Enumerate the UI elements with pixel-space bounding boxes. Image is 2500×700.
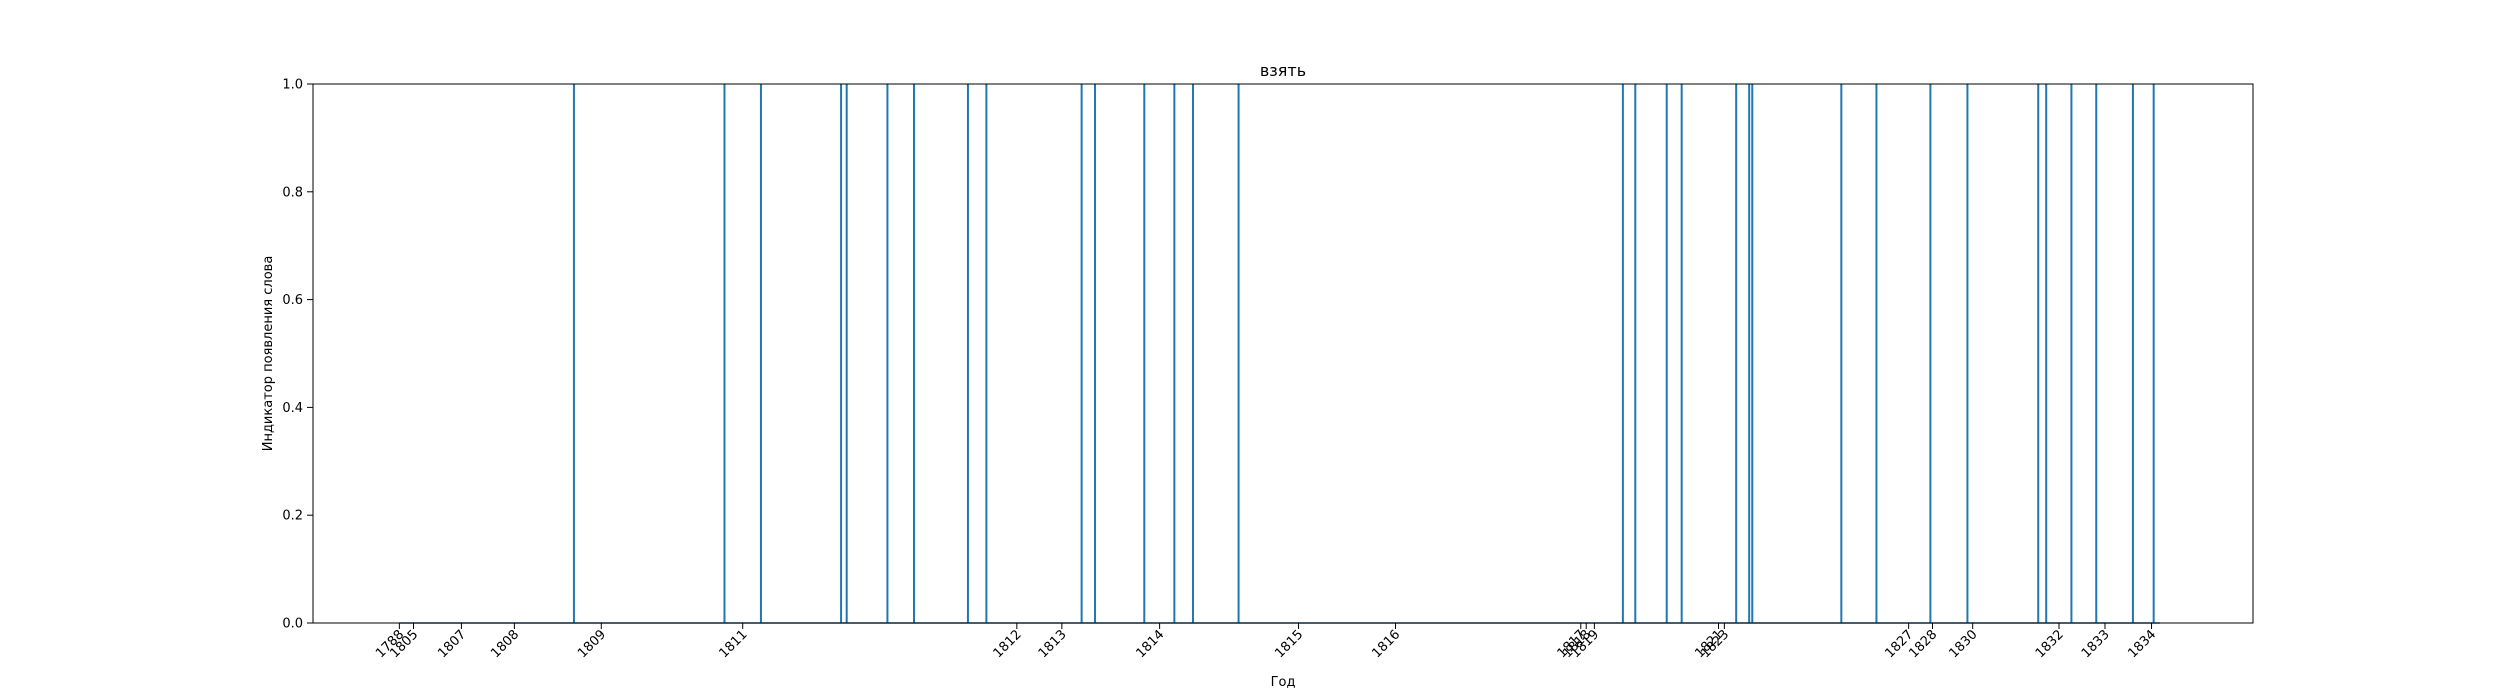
series-marks	[399, 84, 2160, 624]
chart-title: взять	[1260, 61, 1306, 80]
y-tick-label: 0.4	[282, 401, 303, 416]
y-tick-label: 0.6	[282, 293, 303, 308]
y-tick-label: 1.0	[282, 78, 303, 93]
y-axis-ticks: 0.0 0.2 0.4 0.6 0.8 1.0	[282, 78, 313, 632]
y-tick-label: 0.0	[282, 617, 303, 632]
x-axis-label: Год	[1271, 675, 1296, 690]
y-tick-label: 0.8	[282, 185, 303, 200]
plot-frame	[312, 83, 2254, 624]
y-tick-label: 0.2	[282, 509, 303, 524]
y-axis-label: Индикатор появления слова	[261, 256, 276, 452]
